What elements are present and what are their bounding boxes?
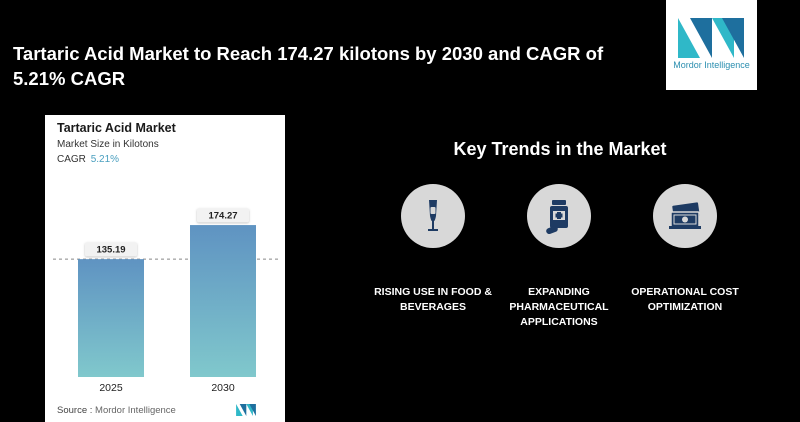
x-tick-2030: 2030	[211, 382, 235, 394]
chart-subtitle: Market Size in Kilotons	[57, 139, 159, 150]
cagr-row: CAGR 5.21%	[57, 154, 119, 165]
headline: Tartaric Acid Market to Reach 174.27 kil…	[13, 43, 604, 89]
data-label-2025: 135.19	[85, 242, 137, 257]
mordor-logo-icon	[678, 18, 744, 58]
trend-pharmaceutical: EXPANDING PHARMACEUTICAL APPLICATIONS	[494, 184, 624, 330]
medicine-bottle-icon	[527, 184, 591, 248]
trend-label: OPERATIONAL COST OPTIMIZATION	[631, 286, 739, 313]
mordor-small-logo-icon	[236, 404, 256, 416]
trend-label: EXPANDING PHARMACEUTICAL APPLICATIONS	[509, 286, 609, 328]
trend-cost-optimization: OPERATIONAL COST OPTIMIZATION	[620, 184, 750, 315]
svg-text:135.19: 135.19	[96, 245, 125, 256]
logo-text: Mordor Intelligence	[673, 60, 750, 70]
svg-text:174.27: 174.27	[208, 211, 237, 222]
trend-food-beverages: RISING USE IN FOOD & BEVERAGES	[368, 184, 498, 315]
bar-chart: 135.19 174.27 2025 2030	[53, 208, 281, 394]
money-bills-icon	[653, 184, 717, 248]
data-label-2030: 174.27	[197, 208, 249, 223]
cagr-label: CAGR	[57, 154, 86, 165]
source-label: Source :	[57, 405, 93, 416]
source-line: Source : Mordor Intelligence	[57, 405, 176, 416]
x-tick-2025: 2025	[99, 382, 123, 394]
key-trends-title: Key Trends in the Market	[453, 139, 667, 159]
bar-2025	[78, 259, 144, 377]
chart-title: Tartaric Acid Market	[57, 121, 176, 135]
wine-glass-icon	[401, 184, 465, 248]
trend-label: RISING USE IN FOOD & BEVERAGES	[374, 286, 492, 313]
mordor-logo: Mordor Intelligence	[666, 0, 757, 90]
cagr-value: 5.21%	[90, 154, 120, 165]
source-value: Mordor Intelligence	[95, 405, 176, 416]
bar-2030	[190, 225, 256, 377]
market-chart-card: Tartaric Acid Market Market Size in Kilo…	[45, 115, 285, 422]
